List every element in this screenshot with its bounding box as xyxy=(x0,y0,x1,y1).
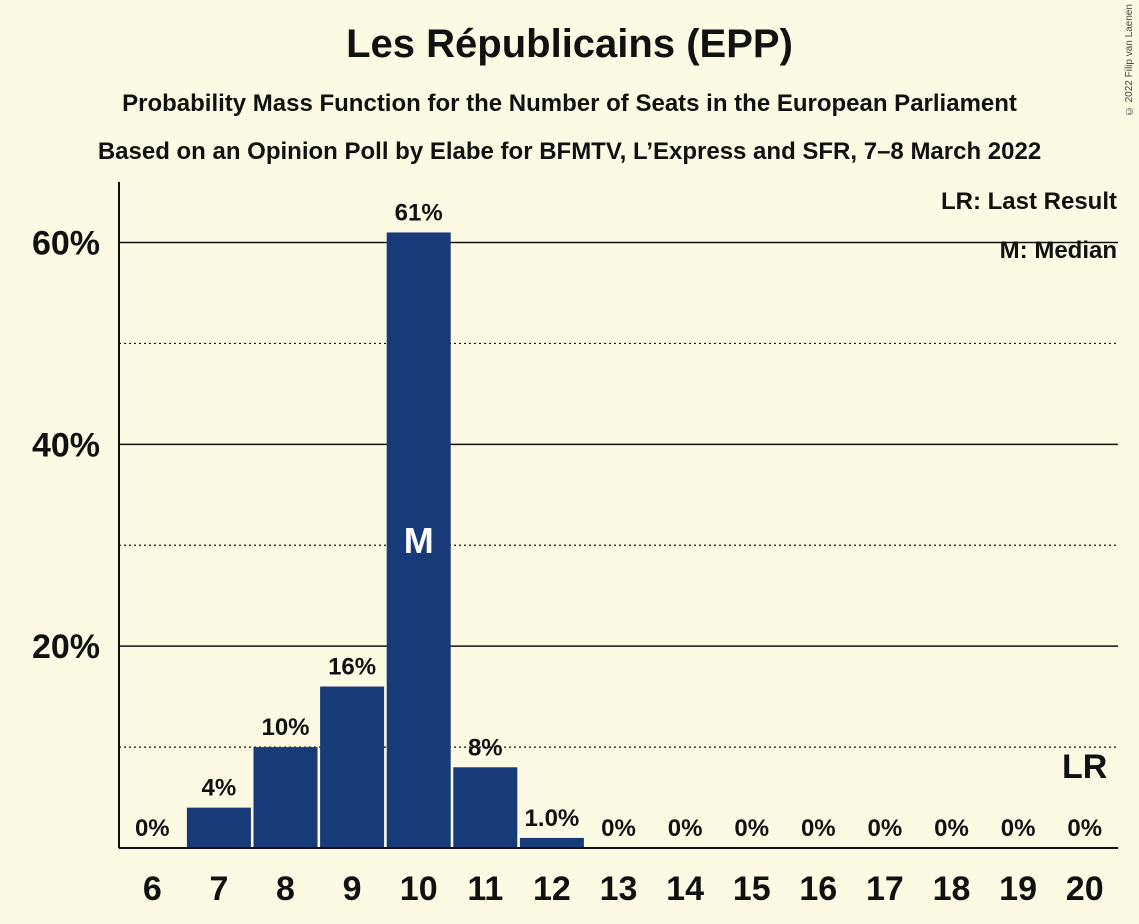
bar-value-label-14: 0% xyxy=(668,815,703,842)
bar-seat-12 xyxy=(519,837,584,848)
legend-last-result: LR: Last Result xyxy=(941,188,1117,215)
bar-value-label-16: 0% xyxy=(801,815,836,842)
bar-value-label-6: 0% xyxy=(135,815,170,842)
x-tick-label-19: 19 xyxy=(999,870,1037,908)
bar-value-label-13: 0% xyxy=(601,815,636,842)
bar-seat-10 xyxy=(386,232,451,849)
x-tick-label-7: 7 xyxy=(209,870,228,908)
bar-value-label-7: 4% xyxy=(202,775,237,802)
bar-value-label-17: 0% xyxy=(868,815,903,842)
x-tick-label-10: 10 xyxy=(400,870,438,908)
y-tick-label-60: 60% xyxy=(32,225,100,263)
median-marker: M xyxy=(404,520,434,561)
x-tick-label-12: 12 xyxy=(533,870,571,908)
chart-source-note: Based on an Opinion Poll by Elabe for BF… xyxy=(97,138,1042,165)
x-tick-label-18: 18 xyxy=(933,870,971,908)
bar-value-label-12: 1.0% xyxy=(525,805,580,832)
x-tick-label-9: 9 xyxy=(343,870,362,908)
bar-seat-8 xyxy=(253,747,318,848)
bar-value-label-20: 0% xyxy=(1067,815,1102,842)
x-tick-label-15: 15 xyxy=(733,870,771,908)
chart-title: Les Républicains (EPP) xyxy=(346,22,793,66)
bar-seat-11 xyxy=(453,767,518,848)
x-tick-label-20: 20 xyxy=(1066,870,1104,908)
bar-seat-9 xyxy=(320,686,385,848)
last-result-marker: LR xyxy=(1062,748,1107,786)
x-tick-label-6: 6 xyxy=(143,870,162,908)
bar-value-label-11: 8% xyxy=(468,734,503,761)
x-tick-label-17: 17 xyxy=(866,870,904,908)
chart-subtitle: Probability Mass Function for the Number… xyxy=(122,90,1017,117)
bar-value-label-19: 0% xyxy=(1001,815,1036,842)
bar-value-label-15: 0% xyxy=(734,815,769,842)
y-tick-label-20: 20% xyxy=(32,628,100,666)
bar-value-label-18: 0% xyxy=(934,815,969,842)
x-tick-label-14: 14 xyxy=(666,870,704,908)
bar-seat-7 xyxy=(186,807,251,848)
x-tick-label-11: 11 xyxy=(467,870,503,908)
x-tick-label-13: 13 xyxy=(600,870,638,908)
bar-value-label-9: 16% xyxy=(328,654,376,681)
x-tick-label-8: 8 xyxy=(276,870,295,908)
bar-value-label-8: 10% xyxy=(261,714,309,741)
y-tick-label-40: 40% xyxy=(32,426,100,464)
legend-median: M: Median xyxy=(1000,237,1117,264)
bar-value-label-10: 61% xyxy=(395,199,443,226)
x-tick-label-16: 16 xyxy=(799,870,837,908)
